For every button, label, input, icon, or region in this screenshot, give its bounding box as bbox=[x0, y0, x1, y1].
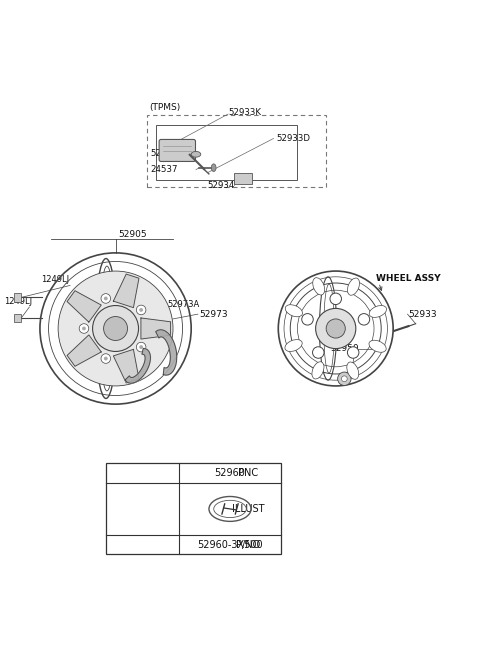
Polygon shape bbox=[113, 350, 139, 383]
Bar bbox=[156, 125, 298, 180]
Text: 52905: 52905 bbox=[118, 229, 146, 238]
Circle shape bbox=[302, 313, 313, 325]
Circle shape bbox=[358, 313, 370, 325]
Circle shape bbox=[104, 296, 108, 300]
Polygon shape bbox=[141, 318, 170, 339]
Text: ILLUST: ILLUST bbox=[232, 504, 264, 514]
Circle shape bbox=[330, 293, 341, 305]
Bar bbox=[106, 463, 281, 555]
Text: 52933D: 52933D bbox=[276, 134, 310, 143]
Text: WHEEL ASSY: WHEEL ASSY bbox=[376, 273, 441, 283]
Bar bbox=[147, 114, 326, 187]
Text: 52973: 52973 bbox=[199, 309, 228, 319]
Circle shape bbox=[104, 357, 108, 361]
Ellipse shape bbox=[191, 151, 201, 157]
Ellipse shape bbox=[348, 278, 360, 295]
Text: 1249LJ: 1249LJ bbox=[4, 297, 33, 306]
Circle shape bbox=[58, 271, 173, 386]
Text: 52973A: 52973A bbox=[167, 300, 200, 309]
Text: P/NO: P/NO bbox=[236, 540, 260, 550]
Circle shape bbox=[82, 327, 86, 330]
Ellipse shape bbox=[347, 362, 359, 379]
Polygon shape bbox=[67, 335, 101, 366]
Ellipse shape bbox=[285, 340, 302, 351]
Circle shape bbox=[104, 317, 128, 340]
Text: 24537: 24537 bbox=[150, 165, 178, 174]
Text: 52934: 52934 bbox=[207, 181, 235, 191]
Bar bbox=[13, 313, 21, 323]
Circle shape bbox=[139, 345, 143, 349]
Ellipse shape bbox=[369, 306, 386, 317]
Circle shape bbox=[337, 372, 351, 386]
Polygon shape bbox=[156, 330, 177, 375]
FancyBboxPatch shape bbox=[159, 139, 195, 162]
Circle shape bbox=[139, 308, 143, 312]
Text: 52960: 52960 bbox=[215, 468, 245, 478]
Text: 52953: 52953 bbox=[150, 149, 178, 158]
Circle shape bbox=[136, 342, 146, 352]
Circle shape bbox=[316, 308, 356, 349]
Ellipse shape bbox=[369, 340, 386, 352]
Polygon shape bbox=[67, 291, 101, 322]
Circle shape bbox=[79, 324, 89, 333]
Ellipse shape bbox=[285, 305, 302, 317]
Circle shape bbox=[136, 305, 146, 315]
Ellipse shape bbox=[312, 362, 324, 379]
Bar bbox=[13, 293, 21, 302]
Text: 52960-3X500: 52960-3X500 bbox=[197, 540, 263, 550]
Circle shape bbox=[93, 306, 139, 351]
Circle shape bbox=[341, 376, 347, 382]
Bar bbox=[234, 173, 252, 184]
Text: 1249LJ: 1249LJ bbox=[41, 275, 70, 284]
Polygon shape bbox=[125, 348, 150, 383]
Polygon shape bbox=[113, 274, 139, 307]
Circle shape bbox=[101, 353, 110, 363]
Circle shape bbox=[348, 347, 359, 358]
Text: PNC: PNC bbox=[238, 468, 258, 478]
Text: 52933K: 52933K bbox=[228, 108, 261, 117]
Text: 52933: 52933 bbox=[408, 309, 437, 319]
Text: (TPMS): (TPMS) bbox=[149, 102, 180, 112]
Circle shape bbox=[312, 347, 324, 358]
Text: 52950: 52950 bbox=[330, 344, 359, 353]
Ellipse shape bbox=[313, 278, 324, 295]
Circle shape bbox=[101, 294, 110, 304]
Ellipse shape bbox=[211, 164, 216, 171]
Circle shape bbox=[326, 319, 345, 338]
